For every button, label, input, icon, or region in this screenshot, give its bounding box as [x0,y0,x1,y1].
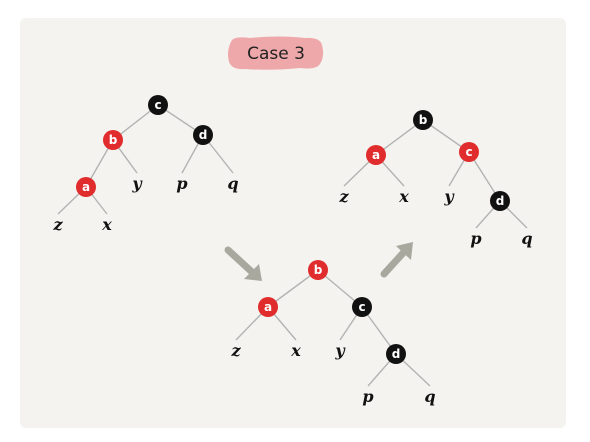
node-label: b [314,263,323,277]
node-a: a [258,297,278,317]
node-c: c [459,142,479,162]
node-label: a [264,300,272,314]
leaf-p: p [362,387,373,406]
node-b: b [103,130,123,150]
node-label: d [496,194,505,208]
leaf-z: z [338,187,349,206]
node-label: b [419,113,428,127]
diagram-title: Case 3 [247,44,305,64]
title-badge: Case 3 [228,36,324,70]
leaf-y: y [334,341,346,360]
node-circle-red [459,142,479,162]
leaf-q: q [227,174,238,193]
node-circle-red [308,260,328,280]
node-circle-red [76,177,96,197]
node-b: b [413,110,433,130]
node-label: b [109,133,118,147]
node-circle-red [258,297,278,317]
tree-middle: b a c d z x y p q [230,260,436,406]
node-d: d [490,191,510,211]
node-label: c [465,145,472,159]
node-b: b [308,260,328,280]
node-circle-black [490,191,510,211]
leaf-x: x [290,341,301,360]
node-a: a [366,145,386,165]
arrow-up-right [380,242,413,278]
leaf-x: x [398,187,409,206]
node-label: c [154,98,161,112]
node-d: d [193,125,213,145]
node-circle-black [352,297,372,317]
node-circle-black [148,95,168,115]
arrow-down-right [224,246,262,281]
node-circle-black [413,110,433,130]
node-label: a [372,148,380,162]
diagram-card [20,18,566,428]
node-label: d [392,347,401,361]
tree-after: b a c d z x y p q [338,110,533,248]
node-circle-black [386,344,406,364]
tree-before: c b d a y p q z x [52,95,239,234]
node-circle-red [366,145,386,165]
node-label: a [82,180,90,194]
leaf-q: q [424,387,435,406]
node-circle-black [193,125,213,145]
leaf-z: z [230,341,241,360]
leaf-x: x [101,215,112,234]
transition-arrows [224,242,413,281]
node-c: c [148,95,168,115]
leaf-p: p [470,229,481,248]
edge-b-a [267,269,319,308]
node-d: d [386,344,406,364]
node-label: d [199,128,208,142]
title-highlight [228,36,324,70]
leaf-y: y [131,174,143,193]
node-c: c [352,297,372,317]
leaf-p: p [176,174,187,193]
leaf-z: z [52,215,63,234]
node-label: c [358,300,365,314]
leaf-y: y [443,187,455,206]
node-a: a [76,177,96,197]
node-circle-red [103,130,123,150]
leaf-q: q [521,229,532,248]
